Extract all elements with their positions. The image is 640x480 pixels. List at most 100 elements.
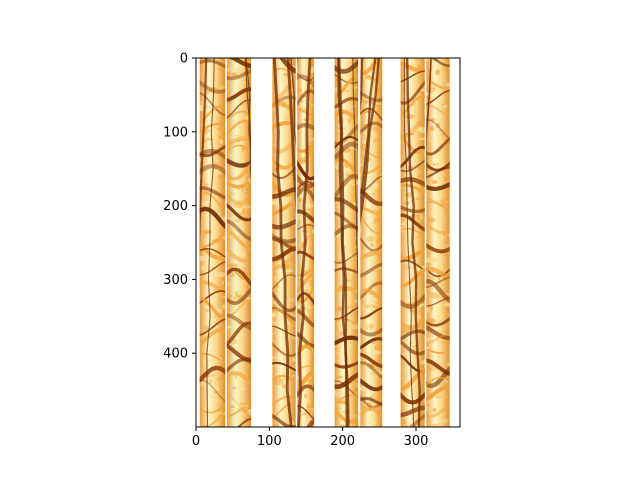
- texture-blob: [226, 380, 231, 386]
- texture-blob: [349, 105, 357, 108]
- texture-blob: [280, 93, 285, 98]
- texture-blob: [369, 366, 374, 369]
- texture-blob: [429, 126, 435, 132]
- texture-blob: [442, 232, 448, 238]
- texture-blob: [210, 170, 220, 177]
- texture-blob: [372, 192, 375, 195]
- bedding-band: [334, 135, 359, 149]
- texture-blob: [240, 204, 243, 207]
- texture-blob: [362, 304, 372, 309]
- texture-blob: [297, 198, 303, 203]
- texture-blob: [245, 187, 248, 192]
- bedding-band: [297, 292, 315, 306]
- bedding-band: [334, 59, 359, 74]
- bedding-band: [360, 161, 383, 174]
- texture-blob: [219, 139, 224, 144]
- bedding-band: [360, 396, 383, 407]
- texture-blob: [241, 177, 245, 181]
- texture-blob: [435, 122, 441, 129]
- texture-blob: [412, 345, 417, 348]
- texture-blob: [414, 197, 421, 200]
- texture-blob: [402, 201, 411, 205]
- texture-blob: [245, 228, 248, 234]
- x-tick-label: 100: [257, 434, 282, 449]
- bedding-band: [297, 266, 315, 278]
- bedding-band: [400, 423, 412, 427]
- texture-blob: [429, 292, 440, 299]
- texture-blob: [217, 67, 221, 72]
- bedding-band: [226, 267, 252, 288]
- y-tick-label: 400: [163, 347, 188, 362]
- bedding-band: [334, 224, 359, 238]
- fracture-line: [360, 58, 380, 225]
- texture-blob: [341, 147, 352, 153]
- texture-blob: [306, 233, 313, 237]
- texture-blob: [302, 354, 306, 357]
- texture-blob: [297, 167, 300, 174]
- texture-blob: [400, 247, 405, 250]
- texture-blob: [377, 395, 383, 402]
- bedding-band: [360, 406, 383, 422]
- texture-blob: [217, 174, 224, 179]
- bedding-band: [199, 241, 226, 260]
- texture-blob: [372, 304, 377, 308]
- texture-blob: [339, 331, 344, 337]
- texture-blob: [350, 180, 359, 186]
- texture-blob: [438, 423, 442, 426]
- bedding-band: [272, 186, 296, 199]
- texture-blob: [244, 347, 252, 352]
- bedding-band: [226, 286, 252, 306]
- texture-blob: [304, 285, 312, 291]
- texture-blob: [301, 289, 310, 292]
- bedding-band: [199, 80, 226, 94]
- texture-blob: [428, 257, 438, 263]
- texture-blob: [272, 272, 276, 277]
- texture-blob: [272, 356, 281, 360]
- texture-blob: [342, 92, 346, 97]
- texture-blob: [360, 123, 367, 127]
- fracture-line: [290, 58, 296, 147]
- image-strips: [199, 58, 450, 427]
- texture-blob: [299, 144, 306, 150]
- bedding-band: [360, 307, 383, 320]
- bedding-band: [400, 315, 425, 330]
- bedding-band: [334, 73, 359, 84]
- strip-base: [426, 58, 450, 427]
- texture-blob: [379, 352, 383, 358]
- texture-blob: [334, 391, 341, 397]
- texture-blob: [408, 391, 412, 393]
- texture-blob: [375, 239, 383, 245]
- texture-blob: [405, 113, 415, 120]
- texture-blob: [204, 197, 211, 202]
- bedding-band: [226, 161, 252, 181]
- texture-blob: [309, 359, 315, 364]
- texture-blob: [430, 208, 439, 216]
- texture-blob: [431, 179, 438, 185]
- texture-blob: [349, 144, 359, 151]
- bedding-band: [360, 378, 383, 392]
- texture-blob: [401, 368, 406, 370]
- texture-blob: [429, 64, 438, 69]
- bedding-band: [400, 259, 425, 272]
- texture-blob: [428, 411, 437, 419]
- texture-blob: [363, 94, 368, 98]
- bedding-band: [426, 296, 450, 307]
- image-strip: [297, 58, 315, 427]
- texture-blob: [217, 168, 224, 175]
- bedding-band: [297, 74, 315, 88]
- texture-blob: [272, 245, 277, 249]
- texture-blob: [203, 325, 209, 332]
- texture-blob: [221, 280, 224, 286]
- texture-blob: [245, 115, 249, 121]
- texture-blob: [360, 153, 366, 157]
- texture-blob: [245, 296, 252, 300]
- texture-blob: [365, 323, 374, 330]
- texture-blob: [432, 407, 437, 412]
- texture-blob: [433, 152, 441, 160]
- texture-blob: [334, 77, 338, 82]
- bedding-band: [334, 96, 359, 109]
- texture-blob: [400, 149, 403, 156]
- texture-blob: [427, 117, 436, 122]
- fracture-line: [360, 58, 377, 213]
- y-tick-label: 300: [163, 273, 188, 288]
